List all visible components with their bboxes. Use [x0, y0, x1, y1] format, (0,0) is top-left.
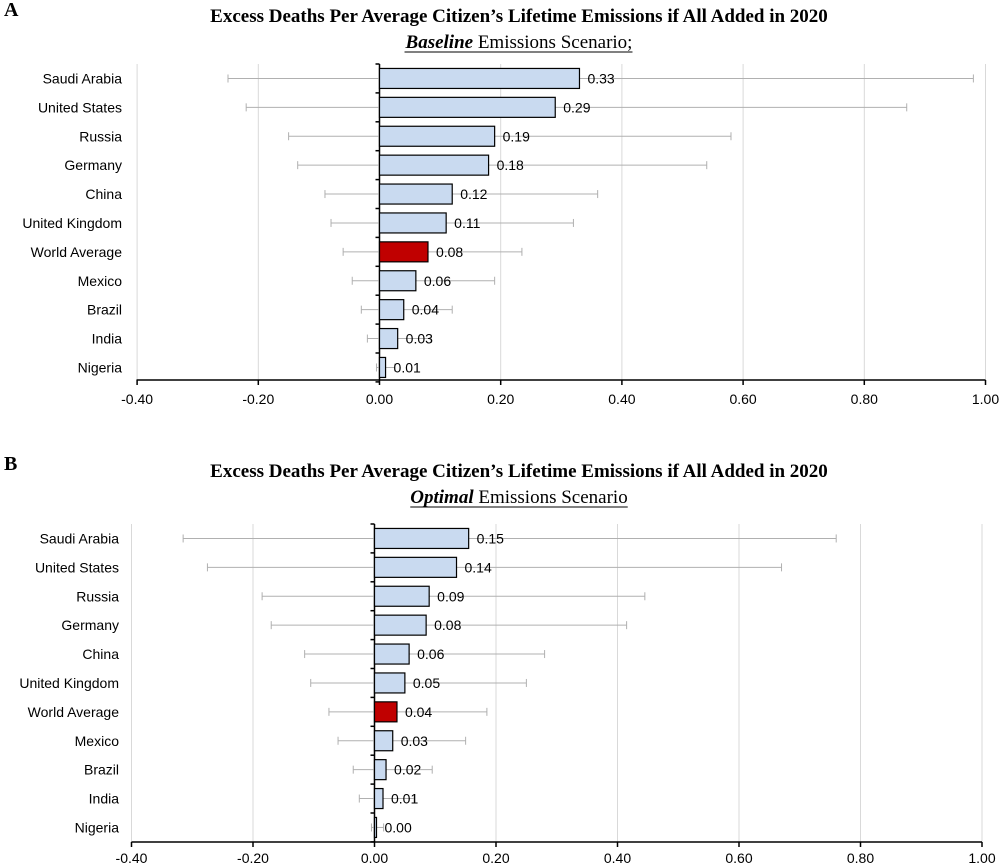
bar-china: [373, 643, 410, 665]
data-label-india: 0.01: [391, 791, 418, 807]
bar-germany: [378, 154, 490, 176]
subtitle-scenario: Optimal: [410, 487, 474, 508]
bar-india: [378, 327, 399, 350]
bar-russia: [378, 125, 496, 147]
x-tick-label: 0.80: [851, 391, 878, 407]
category-label-saudi-arabia: Saudi Arabia: [40, 530, 120, 546]
data-label-united-kingdom: 0.05: [413, 675, 440, 691]
category-label-mexico: Mexico: [78, 273, 123, 289]
data-label-india: 0.03: [406, 331, 433, 347]
category-label-china: China: [82, 646, 119, 662]
chart-panel-a: A Excess Deaths Per Average Citizen’s Lif…: [4, 0, 999, 407]
category-label-india: India: [89, 791, 120, 807]
data-label-brazil: 0.04: [412, 302, 439, 318]
category-label-world-average: World Average: [28, 704, 120, 720]
data-label-brazil: 0.02: [394, 762, 421, 778]
x-tick-label: 0.60: [725, 850, 752, 866]
category-label-united-kingdom: United Kingdom: [19, 675, 119, 691]
subtitle-rest: Emissions Scenario: [474, 487, 628, 508]
bar-world-average: [373, 701, 398, 723]
bar-united-states: [378, 96, 556, 118]
data-label-united-states: 0.29: [563, 99, 590, 115]
x-tick-label: 0.40: [604, 850, 631, 866]
bar-united-states: [373, 556, 458, 578]
data-label-germany: 0.18: [497, 157, 524, 173]
x-tick-label: -0.20: [242, 391, 274, 407]
category-label-united-states: United States: [35, 559, 119, 575]
x-tick-label: -0.40: [121, 391, 153, 407]
data-label-china: 0.06: [417, 646, 444, 662]
category-label-russia: Russia: [79, 128, 122, 144]
data-label-united-states: 0.14: [465, 559, 492, 575]
data-label-russia: 0.19: [503, 128, 530, 144]
category-label-nigeria: Nigeria: [78, 359, 123, 375]
data-label-saudi-arabia: 0.15: [477, 530, 504, 546]
data-label-china: 0.12: [460, 186, 487, 202]
x-tick-label: 1.00: [972, 391, 999, 407]
data-label-saudi-arabia: 0.33: [587, 70, 614, 86]
x-tick-label: -0.40: [116, 850, 148, 866]
bar-united-kingdom: [373, 672, 406, 694]
category-label-world-average: World Average: [31, 244, 123, 260]
data-label-mexico: 0.03: [401, 733, 428, 749]
data-label-united-kingdom: 0.11: [454, 215, 480, 231]
category-label-brazil: Brazil: [87, 302, 122, 318]
x-tick-label: 0.00: [366, 391, 393, 407]
category-label-mexico: Mexico: [75, 733, 120, 749]
panel-letter: A: [4, 0, 19, 21]
bar-brazil: [373, 759, 387, 781]
subtitle-rest: Emissions Scenario;: [473, 32, 632, 53]
bar-world-average: [378, 241, 429, 263]
bar-india: [373, 787, 384, 810]
category-label-germany: Germany: [61, 617, 119, 633]
bar-saudi-arabia: [373, 527, 470, 550]
category-label-nigeria: Nigeria: [75, 819, 120, 835]
category-label-saudi-arabia: Saudi Arabia: [43, 70, 123, 86]
data-label-nigeria: 0.00: [385, 819, 412, 835]
data-label-russia: 0.09: [437, 588, 464, 604]
category-label-united-kingdom: United Kingdom: [22, 215, 122, 231]
chart-panel-b: B Excess Deaths Per Average Citizen’s Lif…: [4, 453, 996, 866]
category-label-india: India: [92, 331, 123, 347]
bar-nigeria: [378, 356, 387, 379]
category-label-germany: Germany: [64, 157, 122, 173]
bar-brazil: [378, 299, 405, 321]
x-tick-label: 1.00: [968, 850, 995, 866]
data-label-world-average: 0.08: [436, 244, 463, 260]
bar-russia: [373, 585, 430, 607]
x-tick-label: 0.40: [608, 391, 635, 407]
subtitle-scenario: Baseline: [405, 32, 474, 53]
bar-mexico: [373, 730, 394, 752]
bar-mexico: [378, 270, 417, 292]
category-label-united-states: United States: [38, 99, 122, 115]
panel-letter: B: [4, 453, 17, 475]
x-tick-label: -0.20: [237, 850, 269, 866]
category-label-brazil: Brazil: [84, 762, 119, 778]
x-tick-label: 0.20: [487, 391, 514, 407]
bar-china: [378, 183, 453, 205]
x-tick-label: 0.20: [482, 850, 509, 866]
data-label-nigeria: 0.01: [394, 359, 421, 375]
chart-subtitle: Baseline Emissions Scenario;: [405, 32, 633, 53]
category-label-china: China: [85, 186, 122, 202]
chart-title: Excess Deaths Per Average Citizen’s Life…: [210, 461, 828, 482]
bar-nigeria: [373, 816, 378, 839]
bar-saudi-arabia: [378, 67, 581, 90]
category-label-russia: Russia: [76, 588, 119, 604]
x-tick-label: 0.60: [729, 391, 756, 407]
x-tick-label: 0.80: [847, 850, 874, 866]
data-label-world-average: 0.04: [405, 704, 432, 720]
x-tick-label: 0.00: [361, 850, 388, 866]
data-label-mexico: 0.06: [424, 273, 451, 289]
bar-united-kingdom: [378, 212, 447, 234]
data-label-germany: 0.08: [434, 617, 461, 633]
bar-germany: [373, 614, 427, 636]
chart-subtitle: Optimal Emissions Scenario: [410, 487, 627, 508]
chart-title: Excess Deaths Per Average Citizen’s Life…: [210, 6, 828, 27]
